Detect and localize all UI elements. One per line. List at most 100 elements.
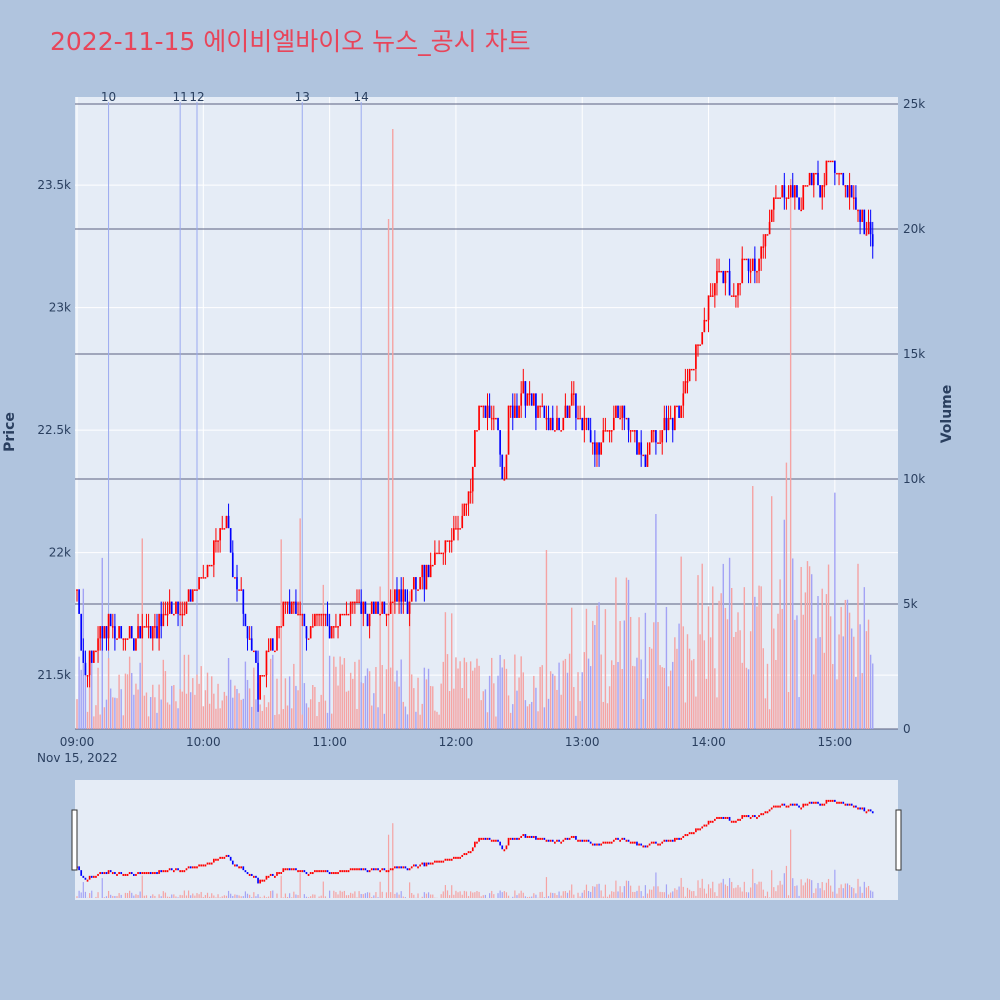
slider-candle (425, 862, 428, 867)
candle-body (482, 405, 485, 408)
candle-body (821, 185, 824, 198)
candle-body (594, 442, 596, 455)
slider-volume-bar (766, 891, 769, 898)
range-slider[interactable] (75, 780, 898, 900)
volume-bar (491, 657, 493, 729)
range-slider-candles (76, 799, 874, 884)
slider-candle (514, 837, 516, 840)
volume-bar (621, 668, 623, 729)
volume-bar (552, 673, 554, 729)
slider-volume-bar (653, 886, 655, 898)
slider-volume-bar (352, 893, 354, 898)
slider-volume-bar (503, 891, 505, 898)
candle-body (509, 405, 512, 408)
slider-volume-bar (541, 891, 543, 898)
candle-body (480, 405, 483, 408)
candle-body (804, 185, 807, 187)
volume-bar (773, 628, 775, 729)
slider-volume-bar (461, 894, 463, 898)
slider-volume-bar (303, 894, 305, 898)
slider-volume-bar (848, 885, 851, 898)
candle-body (840, 172, 843, 175)
candle-body (295, 601, 297, 614)
candle-body (286, 601, 289, 604)
volume-bar (86, 711, 89, 729)
volume-bar (516, 690, 518, 729)
candle-body (402, 589, 405, 602)
volume-bar (175, 701, 177, 729)
candle-body (177, 601, 179, 614)
candle-body (379, 613, 381, 616)
volume-bar (585, 608, 588, 729)
volume-bar (128, 656, 131, 729)
slider-candle (492, 839, 495, 842)
slider-volume-bar (598, 883, 600, 898)
slider-volume-bar (398, 894, 400, 898)
volume-bar (857, 563, 859, 729)
volume-bar (352, 678, 354, 729)
volume-bar (152, 684, 154, 729)
slider-volume-bar (707, 884, 710, 898)
slider-candle (82, 875, 85, 878)
slider-volume-bar (564, 891, 566, 898)
slider-volume-bar (655, 872, 657, 898)
slider-volume-bar (356, 897, 358, 898)
slider-candle (372, 868, 375, 871)
candle-body (236, 577, 238, 590)
time-tick-label: 11:00 (312, 735, 347, 749)
slider-candle (718, 816, 720, 819)
slider-volume-bar (550, 892, 552, 898)
slider-candle (724, 816, 727, 819)
candle-body (130, 626, 133, 639)
slider-volume-bar (524, 896, 526, 898)
volume-bar (419, 714, 421, 729)
slider-candle (836, 801, 838, 804)
slider-volume-bar (80, 892, 82, 898)
candle-body (280, 626, 283, 628)
candle-body (135, 638, 137, 651)
candle-body (775, 197, 777, 199)
slider-candle (642, 845, 645, 848)
candle-body (680, 405, 683, 418)
slider-candle (541, 837, 544, 840)
slider-volume-bar (164, 892, 167, 898)
volume-bar (251, 706, 253, 729)
volume-bar (526, 706, 529, 729)
candle-body (362, 601, 365, 614)
candle-body (78, 589, 80, 614)
candle-body (431, 564, 434, 567)
candle-body (777, 197, 779, 199)
slider-volume-bar (112, 895, 114, 898)
slider-candle (455, 856, 457, 859)
range-slider-left-handle[interactable] (71, 809, 78, 871)
slider-volume-bar (320, 895, 322, 898)
slider-volume-bar (556, 895, 558, 898)
slider-volume-bar (720, 882, 722, 898)
volume-bar (838, 634, 840, 729)
slider-volume-bar (722, 878, 724, 898)
candle-body (564, 405, 567, 418)
candle-body (524, 381, 527, 406)
volume-bar (853, 636, 855, 729)
volume-bar (798, 697, 800, 729)
candle-body (711, 295, 714, 297)
slider-volume-bar (529, 896, 531, 898)
range-slider-right-handle[interactable] (895, 809, 902, 871)
slider-candle (314, 870, 316, 873)
volume-bar (116, 698, 118, 729)
volume-bar (465, 662, 468, 729)
candle-body (97, 638, 99, 651)
slider-volume-bar (446, 890, 449, 898)
candle-body (718, 270, 720, 273)
slider-candle (471, 847, 474, 852)
candle-body (688, 368, 691, 382)
volume-bar (394, 681, 396, 729)
candle-body (471, 466, 474, 492)
volume-bar (571, 607, 573, 729)
slider-volume-bar (385, 892, 388, 898)
slider-candle (295, 868, 297, 871)
volume-bar (377, 707, 379, 729)
candle-body (147, 626, 150, 628)
volume-bar (387, 219, 390, 729)
candle-body (105, 626, 108, 639)
